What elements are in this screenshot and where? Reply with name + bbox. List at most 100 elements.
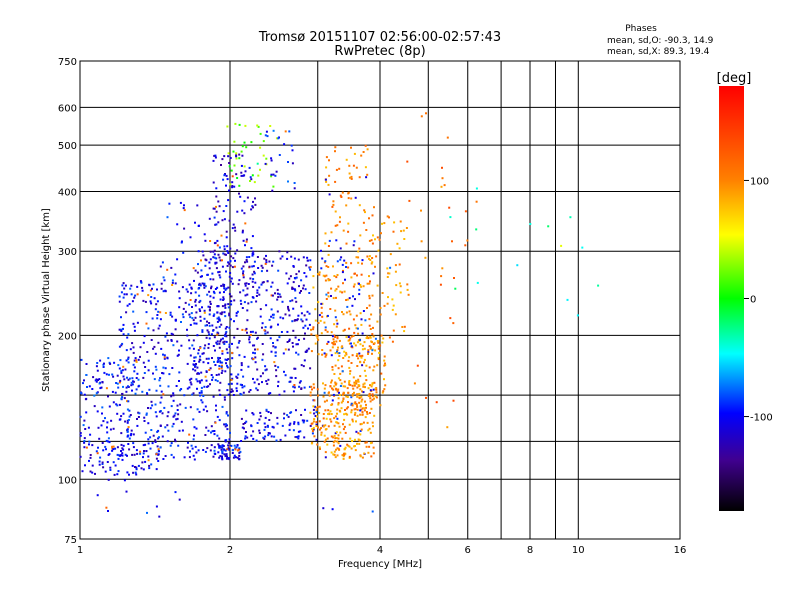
data-point (264, 262, 267, 265)
data-point (214, 156, 217, 159)
data-point (358, 401, 361, 404)
data-point (150, 463, 153, 466)
data-point (328, 279, 331, 281)
data-point (158, 379, 161, 382)
data-point (475, 228, 478, 231)
data-point (230, 277, 233, 280)
data-point (313, 418, 316, 421)
data-point (295, 319, 298, 322)
data-point (362, 310, 365, 312)
data-point (340, 382, 343, 385)
data-point (83, 379, 85, 382)
data-point (251, 330, 254, 333)
data-point (449, 216, 452, 219)
legend-line-x: mean, sd,X: 89.3, 19.4 (607, 47, 710, 57)
data-point (317, 394, 319, 397)
data-point (380, 372, 383, 375)
data-point (208, 309, 211, 312)
data-point (335, 296, 337, 299)
data-point (365, 406, 367, 409)
data-point (267, 378, 270, 381)
data-point (376, 236, 379, 239)
data-point (206, 320, 208, 323)
data-point (229, 157, 232, 159)
data-point (304, 288, 307, 291)
data-point (368, 294, 371, 297)
data-point (326, 314, 329, 317)
data-point (233, 265, 236, 268)
data-point (204, 264, 207, 267)
data-point (452, 322, 455, 325)
data-point (228, 162, 231, 164)
data-point (339, 258, 342, 261)
data-point (230, 388, 233, 391)
data-point (338, 339, 341, 342)
data-point (355, 382, 358, 385)
data-point (336, 274, 339, 276)
data-point (197, 287, 200, 290)
data-point (223, 423, 226, 426)
data-point (194, 445, 197, 448)
data-point (218, 389, 221, 392)
data-point (325, 180, 328, 183)
data-point (221, 265, 224, 268)
grid-lines (80, 61, 680, 539)
data-point (192, 454, 195, 457)
data-point (369, 389, 372, 392)
data-point (144, 366, 147, 368)
data-point (276, 339, 279, 342)
data-point (249, 330, 252, 333)
data-point (300, 312, 303, 315)
data-point (154, 308, 157, 311)
data-point (370, 340, 373, 343)
data-point (208, 369, 211, 371)
data-point (241, 307, 244, 309)
data-point (155, 505, 158, 508)
data-point (163, 279, 166, 282)
data-point (369, 347, 372, 350)
data-point (207, 385, 210, 388)
data-point (228, 165, 231, 168)
data-point (353, 272, 356, 275)
data-point (191, 393, 194, 396)
data-point (120, 397, 123, 400)
data-point (371, 395, 374, 398)
data-point (360, 154, 363, 157)
data-point (155, 453, 158, 456)
data-point (225, 335, 228, 338)
data-point (337, 285, 340, 288)
data-point (236, 444, 239, 446)
data-point (335, 239, 338, 242)
data-point (201, 282, 204, 285)
data-point (276, 292, 279, 295)
data-point (118, 418, 121, 421)
data-point (197, 263, 199, 266)
data-point (295, 300, 298, 303)
data-point (424, 256, 427, 259)
data-point (144, 460, 147, 463)
data-point (284, 313, 287, 316)
data-point (330, 354, 333, 357)
data-point (330, 331, 333, 334)
data-point (328, 239, 331, 242)
data-point (226, 448, 229, 451)
data-point (314, 405, 316, 408)
data-point (264, 326, 267, 329)
data-point (123, 287, 126, 290)
data-point (158, 410, 161, 413)
data-point (188, 339, 191, 342)
data-point (95, 380, 98, 383)
data-point (377, 341, 380, 344)
data-point (358, 247, 361, 250)
legend-title: Phases (625, 24, 657, 34)
data-point (181, 286, 184, 289)
data-point (228, 446, 231, 449)
data-point (198, 358, 201, 361)
data-point (251, 205, 254, 208)
data-point (206, 410, 209, 413)
data-point (216, 361, 219, 363)
data-point (159, 265, 162, 268)
data-point (366, 412, 369, 415)
data-point (120, 450, 122, 452)
data-point (338, 355, 341, 357)
